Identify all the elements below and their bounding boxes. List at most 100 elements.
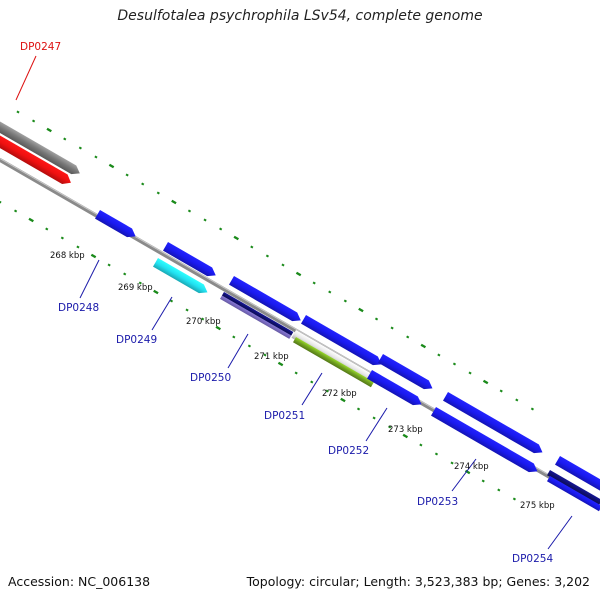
gene-label-dp0247[interactable]: DP0247 [20, 41, 61, 53]
genome-title: Desulfotalea psychrophila LSv54, complet… [117, 8, 483, 24]
gene-dp0254-lower [547, 476, 600, 512]
tick-mark [434, 452, 439, 456]
tick-mark [219, 227, 223, 231]
tick-mark [28, 217, 34, 223]
tick-mark [94, 155, 98, 159]
gene-dp0248 [95, 210, 136, 238]
tick-mark [388, 425, 392, 429]
gene-dp0251 [291, 330, 374, 383]
tick-mark [63, 137, 67, 141]
gene-features [0, 121, 600, 512]
tick-mark [233, 235, 239, 241]
gene-dp0253 [431, 407, 538, 473]
kbp-label: 275 kbp [520, 501, 555, 511]
tick-mark [499, 389, 503, 393]
tick-mark [250, 245, 254, 249]
gene-label-dp0249[interactable]: DP0249 [116, 334, 157, 346]
tick-mark [153, 289, 159, 295]
tick-mark [328, 290, 332, 294]
tick-mark [169, 299, 174, 303]
tick-mark [497, 488, 501, 492]
gene-label-dp0252[interactable]: DP0252 [328, 445, 369, 457]
tick-mark [402, 433, 409, 439]
tick-mark [277, 361, 284, 367]
labels: 268 kbp 269 kbp 270 kbp 271 kbp 272 kbp 273 k… [20, 41, 555, 565]
kbp-label: 268 kbp [50, 251, 85, 261]
gene-dp0250-strip [222, 292, 294, 336]
leader-line [451, 458, 477, 492]
tick-mark [294, 371, 298, 375]
leader-line [365, 407, 388, 442]
tick-mark [45, 227, 49, 231]
tick-mark [310, 380, 314, 384]
tick-mark [171, 199, 177, 205]
kbp-label: 274 kbp [454, 462, 489, 472]
tick-marks [0, 110, 534, 501]
gene-label-dp0253[interactable]: DP0253 [417, 496, 458, 508]
tick-mark [46, 127, 52, 133]
gene-dp0252 [367, 370, 422, 406]
tick-mark [32, 119, 36, 123]
gene-label-dp0251[interactable]: DP0251 [264, 410, 305, 422]
tick-mark [125, 173, 129, 177]
gene-dp0251-lower [293, 337, 374, 388]
tick-mark [203, 218, 207, 222]
tick-mark [138, 281, 142, 285]
gene-dp0251-upper [301, 315, 382, 366]
kbp-label: 269 kbp [118, 283, 153, 293]
tick-mark [141, 182, 145, 186]
tick-mark [420, 343, 427, 349]
tick-mark [468, 371, 472, 375]
genome-summary-text: Topology: circular; Length: 3,523,383 bp… [246, 574, 590, 589]
leader-line [79, 259, 100, 299]
tick-mark [247, 344, 251, 348]
kbp-label: 271 kbp [254, 352, 289, 362]
gene-dp0250-upper [229, 276, 301, 322]
tick-mark [343, 299, 347, 303]
tick-mark [187, 209, 192, 213]
tick-mark [340, 397, 346, 403]
tick-mark [452, 362, 457, 366]
gene-dp0247 [0, 135, 71, 185]
leader-line [15, 55, 37, 101]
tick-mark [356, 407, 361, 411]
gene-label-dp0248[interactable]: DP0248 [58, 302, 99, 314]
tick-mark [512, 497, 516, 501]
kbp-label: 273 kbp [388, 425, 423, 435]
tick-mark [419, 443, 423, 447]
tick-mark [358, 307, 364, 313]
tick-mark [406, 335, 410, 339]
tick-mark [14, 209, 18, 213]
kbp-label: 272 kbp [322, 389, 357, 399]
tick-mark [482, 379, 489, 385]
gene-dp0254-upper [555, 456, 600, 491]
gene-label-dp0254[interactable]: DP0254 [512, 553, 553, 565]
kbp-label: 270 kbp [186, 317, 221, 327]
tick-mark [481, 479, 485, 483]
tick-mark [0, 200, 2, 204]
tick-mark [78, 146, 82, 150]
gene-dp0246-gray [0, 121, 80, 175]
tick-mark [515, 398, 519, 402]
tick-mark [123, 272, 127, 276]
tick-mark [437, 353, 441, 357]
tick-mark [263, 353, 267, 357]
tick-mark [295, 271, 302, 277]
tick-mark [372, 416, 376, 420]
gene-dp0249 [153, 258, 208, 294]
gene-dp0249-upper [163, 242, 216, 277]
leader-line [227, 333, 249, 369]
tick-mark [390, 326, 394, 330]
tick-mark [185, 308, 189, 312]
gene-dp0253-upper [443, 392, 543, 454]
tick-mark [107, 263, 111, 267]
tick-mark [450, 461, 454, 465]
gene-label-dp0250[interactable]: DP0250 [190, 372, 231, 384]
tick-mark [201, 317, 205, 321]
tick-mark [76, 245, 80, 249]
tick-mark [90, 253, 97, 259]
tick-mark [60, 236, 64, 240]
gene-dp0254 [547, 470, 600, 506]
tick-mark [530, 407, 534, 411]
